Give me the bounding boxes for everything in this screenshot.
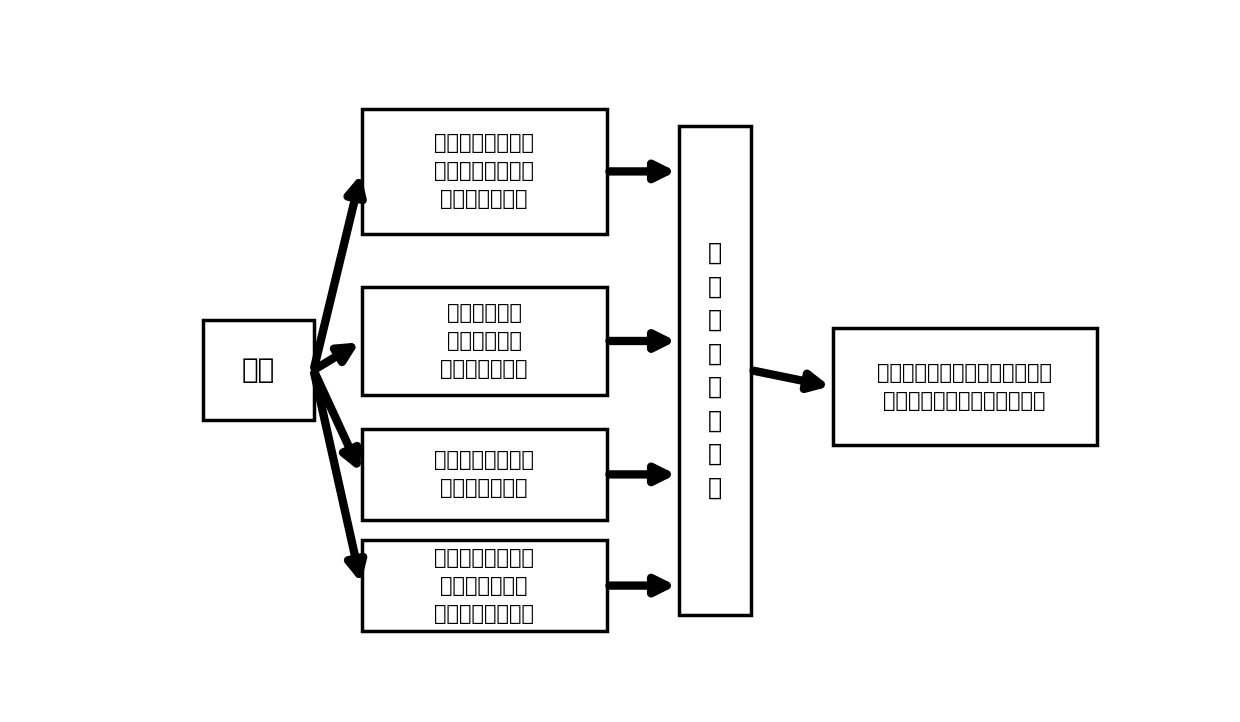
Text: 前方有障碍物时的
机器人移动速度: 前方有障碍物时的 机器人移动速度: [434, 451, 534, 498]
Text: 轨
迹
规
划
调
整
规
则: 轨 迹 规 划 调 整 规 则: [708, 241, 722, 500]
Bar: [362, 109, 606, 234]
Text: 左方或者右方
有障碍物时的
机器人旋转速度: 左方或者右方 有障碍物时的 机器人旋转速度: [440, 303, 528, 379]
Bar: [362, 287, 606, 395]
Text: 向目的地移动时的
机器人移动速度
和机器人旋转速度: 向目的地移动时的 机器人移动速度 和机器人旋转速度: [434, 547, 534, 624]
Bar: [362, 429, 606, 521]
Text: 考虑机器人与被导
航者之间距离时的
机器人移动速度: 考虑机器人与被导 航者之间距离时的 机器人移动速度: [434, 134, 534, 209]
Text: 事实: 事实: [242, 356, 275, 384]
Bar: [678, 126, 750, 615]
Bar: [832, 329, 1096, 445]
Bar: [203, 320, 314, 420]
Bar: [362, 540, 606, 632]
Text: 机器人前进速度的实际目标值和
机器人旋转速度的实际目标值: 机器人前进速度的实际目标值和 机器人旋转速度的实际目标值: [877, 363, 1053, 411]
